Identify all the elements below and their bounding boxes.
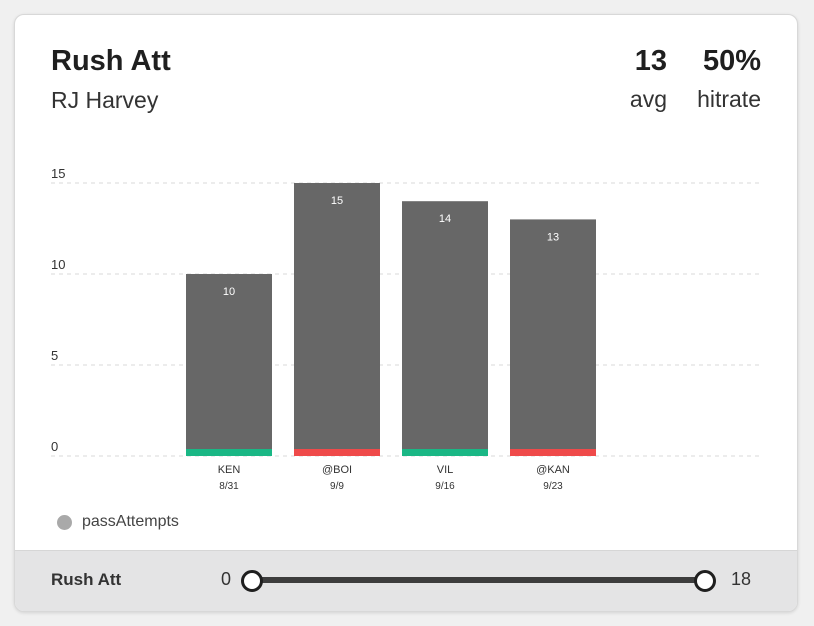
bar-chart: 0 5 10 15 10 KEN 8/31 15 @BOI 9/9 14 VIL 9/16 13 @KAN 9…	[51, 166, 761, 492]
y-tick-label: 15	[51, 166, 65, 181]
bar-1	[294, 183, 380, 456]
bar-0	[186, 274, 272, 456]
range-slider-track[interactable]	[251, 577, 703, 583]
avg-stat: 13 avg	[630, 45, 667, 113]
hitrate-value: 50%	[702, 45, 761, 77]
legend-label: passAttempts	[82, 513, 179, 530]
bar-value-label: 13	[547, 231, 559, 243]
x-date-label: 9/23	[543, 481, 563, 492]
y-tick-label: 0	[51, 439, 58, 454]
bar-result-strip-2	[402, 449, 488, 456]
bar-value-label: 10	[223, 286, 235, 298]
player-name: RJ Harvey	[51, 87, 159, 113]
bar-2	[402, 201, 488, 456]
hitrate-label: hitrate	[697, 86, 761, 112]
bar-result-strip-0	[186, 449, 272, 456]
stat-title: Rush Att	[51, 45, 171, 77]
x-category-label: @KAN	[536, 464, 570, 476]
range-slider-max-handle[interactable]	[694, 570, 716, 592]
y-tick-label: 10	[51, 257, 65, 272]
bar-value-label: 14	[439, 213, 451, 225]
bar-result-strip-1	[294, 449, 380, 456]
range-min-label: 0	[221, 569, 232, 589]
x-category-label: VIL	[437, 464, 454, 476]
x-date-label: 8/31	[219, 481, 239, 492]
avg-value: 13	[634, 45, 667, 77]
x-date-label: 9/9	[330, 481, 344, 492]
bar-3	[510, 219, 596, 456]
x-category-label: @BOI	[322, 464, 352, 476]
y-tick-label: 5	[51, 348, 58, 363]
legend-dot-icon	[57, 514, 72, 530]
bar-result-strip-3	[510, 449, 596, 456]
hitrate-stat: 50% hitrate	[697, 45, 761, 113]
range-max-label: 18	[731, 569, 752, 589]
legend[interactable]: passAttempts	[57, 513, 179, 531]
filter-label: Rush Att	[51, 570, 122, 589]
range-slider-min-handle[interactable]	[241, 570, 263, 592]
filter-bar: Rush Att 0 18	[15, 550, 797, 611]
x-category-label: KEN	[218, 464, 241, 476]
prop-card: Rush Att RJ Harvey 13 avg 50% hitrate 0 5…	[14, 14, 798, 612]
bar-value-label: 15	[331, 195, 343, 207]
avg-label: avg	[629, 86, 667, 112]
x-date-label: 9/16	[435, 481, 455, 492]
